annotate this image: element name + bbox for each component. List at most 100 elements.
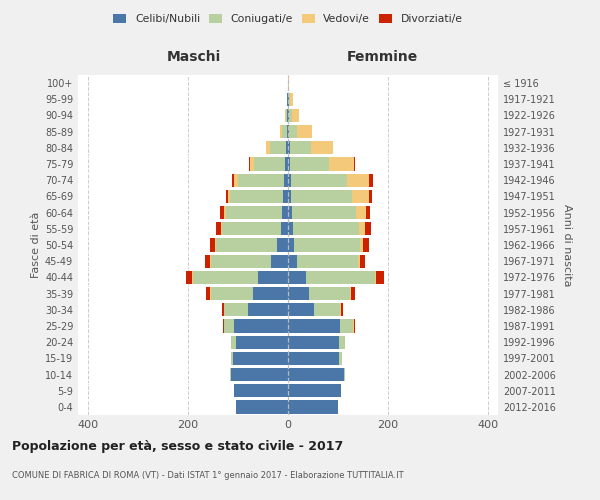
Y-axis label: Fasce di età: Fasce di età — [31, 212, 41, 278]
Bar — [270, 141, 286, 154]
Bar — [286, 109, 287, 122]
Bar — [288, 206, 292, 220]
Bar — [223, 320, 224, 332]
Text: Femmine: Femmine — [347, 50, 418, 64]
Bar — [234, 320, 288, 332]
Bar — [284, 174, 288, 187]
Bar — [288, 92, 289, 106]
Bar — [369, 190, 371, 203]
Bar — [293, 222, 359, 235]
Bar — [224, 303, 248, 316]
Bar — [305, 270, 374, 284]
Bar — [289, 109, 292, 122]
Bar — [350, 287, 351, 300]
Bar — [224, 206, 226, 220]
Bar — [344, 368, 345, 381]
Bar — [226, 206, 281, 220]
Bar — [365, 206, 370, 220]
Bar — [292, 109, 299, 122]
Bar — [215, 222, 221, 235]
Bar — [285, 158, 288, 170]
Bar — [288, 303, 314, 316]
Bar — [192, 270, 193, 284]
Bar — [288, 270, 305, 284]
Bar — [224, 320, 234, 332]
Legend: Celibi/Nubili, Coniugati/e, Vedovi/e, Divorziati/e: Celibi/Nubili, Coniugati/e, Vedovi/e, Di… — [110, 10, 466, 27]
Bar — [288, 254, 297, 268]
Bar — [288, 320, 340, 332]
Bar — [282, 125, 287, 138]
Bar — [230, 368, 288, 381]
Bar — [277, 238, 288, 252]
Bar — [363, 238, 369, 252]
Bar — [360, 254, 365, 268]
Bar — [289, 125, 296, 138]
Text: COMUNE DI FABRICA DI ROMA (VT) - Dati ISTAT 1° gennaio 2017 - Elaborazione TUTTI: COMUNE DI FABRICA DI ROMA (VT) - Dati IS… — [12, 470, 404, 480]
Bar — [288, 158, 290, 170]
Bar — [211, 254, 271, 268]
Bar — [329, 158, 353, 170]
Bar — [353, 158, 355, 170]
Bar — [221, 222, 281, 235]
Bar — [220, 206, 224, 220]
Bar — [294, 238, 360, 252]
Bar — [250, 158, 254, 170]
Bar — [238, 174, 284, 187]
Bar — [358, 254, 360, 268]
Bar — [288, 222, 293, 235]
Bar — [216, 238, 277, 252]
Bar — [228, 190, 229, 203]
Bar — [288, 190, 290, 203]
Bar — [288, 287, 309, 300]
Bar — [290, 92, 293, 106]
Bar — [230, 336, 235, 349]
Text: Popolazione per età, sesso e stato civile - 2017: Popolazione per età, sesso e stato civil… — [12, 440, 343, 453]
Bar — [288, 141, 290, 154]
Bar — [258, 270, 288, 284]
Bar — [235, 400, 288, 413]
Bar — [283, 190, 288, 203]
Bar — [266, 141, 270, 154]
Bar — [287, 92, 288, 106]
Bar — [249, 158, 250, 170]
Bar — [215, 238, 216, 252]
Bar — [311, 141, 333, 154]
Bar — [229, 368, 230, 381]
Bar — [248, 303, 288, 316]
Bar — [209, 254, 211, 268]
Bar — [296, 125, 311, 138]
Bar — [347, 174, 369, 187]
Y-axis label: Anni di nascita: Anni di nascita — [562, 204, 572, 286]
Bar — [351, 287, 355, 300]
Bar — [288, 109, 289, 122]
Bar — [193, 270, 258, 284]
Bar — [222, 303, 223, 316]
Bar — [211, 287, 253, 300]
Bar — [280, 125, 282, 138]
Bar — [288, 174, 290, 187]
Bar — [226, 190, 228, 203]
Bar — [234, 384, 288, 398]
Bar — [287, 125, 288, 138]
Bar — [288, 336, 339, 349]
Bar — [229, 190, 283, 203]
Bar — [288, 238, 294, 252]
Bar — [288, 400, 338, 413]
Bar — [284, 109, 286, 122]
Bar — [235, 336, 288, 349]
Bar — [290, 158, 329, 170]
Bar — [233, 352, 288, 365]
Bar — [186, 270, 192, 284]
Bar — [210, 238, 215, 252]
Bar — [355, 206, 365, 220]
Bar — [365, 222, 371, 235]
Bar — [287, 109, 288, 122]
Bar — [290, 174, 347, 187]
Bar — [314, 303, 340, 316]
Bar — [297, 254, 358, 268]
Bar — [339, 336, 345, 349]
Bar — [369, 174, 373, 187]
Bar — [286, 141, 288, 154]
Bar — [281, 222, 288, 235]
Bar — [205, 254, 209, 268]
